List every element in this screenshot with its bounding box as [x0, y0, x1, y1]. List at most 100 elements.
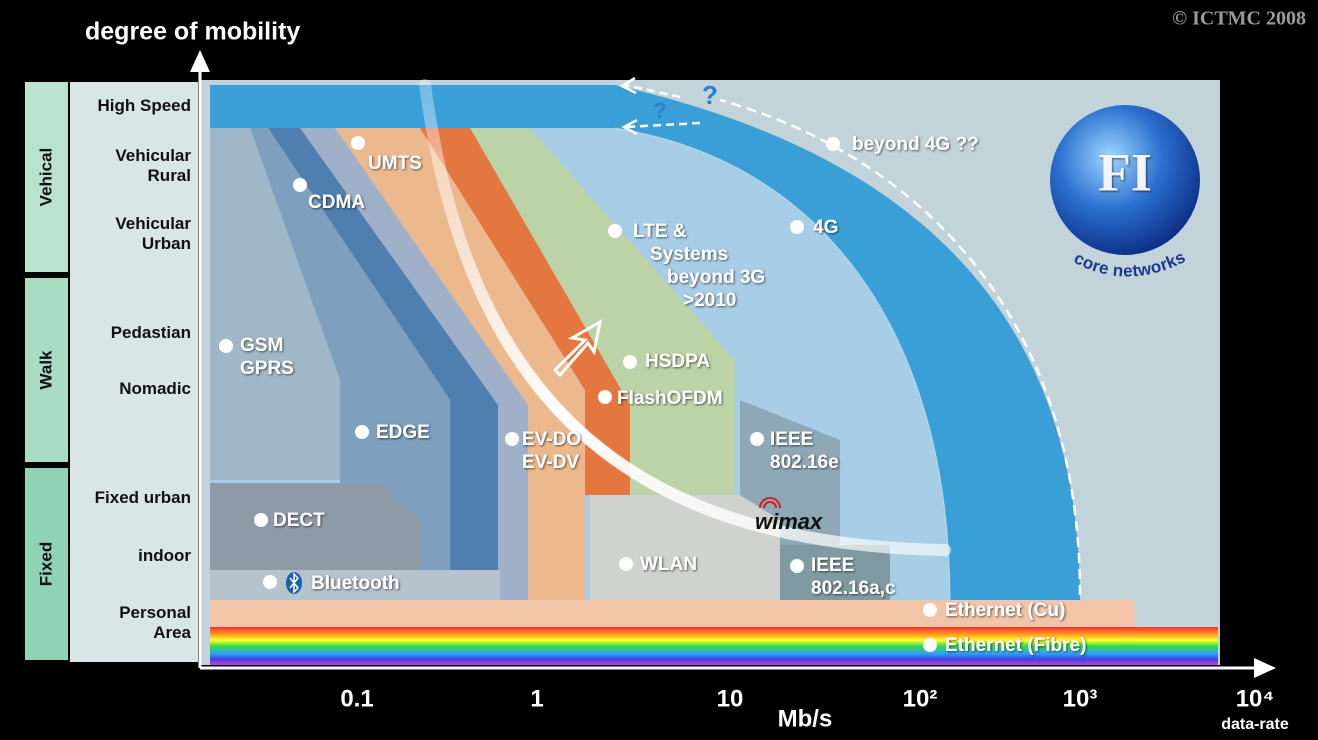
question-mark: ?	[653, 98, 666, 123]
logo-letters: FI	[1098, 142, 1152, 202]
tech-label: WLAN	[640, 554, 697, 575]
level-label: indoor	[138, 546, 191, 565]
tech-dot	[826, 137, 840, 151]
level-line: Urban	[142, 234, 191, 253]
x-tick-label: 1	[530, 685, 543, 712]
tech-label: HSDPA	[645, 351, 710, 372]
y-arrow	[190, 50, 210, 72]
tech-line: GSM	[240, 335, 283, 356]
tech-label: UMTS	[368, 153, 422, 174]
tech-dot	[351, 136, 365, 150]
tech-label: beyond 4G ??	[852, 134, 979, 155]
tech-line: UMTS	[368, 153, 422, 174]
x-unit: Mb/s	[778, 705, 833, 732]
group-label: Fixed	[36, 542, 55, 586]
tech-label: EV-DO EV-DV	[522, 429, 581, 473]
tech-line: GPRS	[240, 358, 294, 379]
tech-dot	[254, 513, 268, 527]
dashed-arrow	[624, 83, 701, 129]
tech-line: CDMA	[308, 192, 365, 213]
x-tick-label: 10³	[1063, 685, 1098, 712]
tech-line: Ethernet (Fibre)	[945, 635, 1086, 656]
group-box	[25, 278, 68, 462]
tech-line: >2010	[683, 290, 736, 311]
bluetooth-rune	[289, 572, 300, 594]
logo-orb	[1050, 105, 1200, 255]
level-line: Vehicular	[115, 146, 191, 165]
level-label: Vehicular Rural	[115, 146, 191, 185]
tech-label: CDMA	[308, 192, 365, 213]
tech-line: beyond 4G ??	[852, 134, 979, 155]
tech-dot	[293, 178, 307, 192]
x-tick-label: 0.1	[340, 685, 373, 712]
tech-label: Bluetooth	[311, 573, 400, 594]
level-line: High Speed	[97, 96, 191, 115]
tech-dot	[923, 638, 937, 652]
x-arrow	[1254, 658, 1276, 678]
dynamic-layer: 0.1 1 10 10² 10³ 10⁴ Vehical High Speed Vehicula…	[36, 80, 1274, 712]
level-column	[70, 82, 198, 662]
x-axis-title: data-rate	[1221, 716, 1289, 733]
level-label: Pedastian	[111, 323, 191, 342]
x-tick-label: 10⁴	[1236, 685, 1275, 712]
tech-label: LTE & Systems beyond 3G >2010	[633, 221, 765, 311]
tech-line: IEEE	[770, 429, 813, 450]
tech-line: EDGE	[376, 422, 430, 443]
region-dect	[210, 483, 420, 570]
region-ethernet-fibre	[210, 627, 1218, 665]
level-line: Rural	[148, 166, 191, 185]
level-line: Fixed urban	[95, 488, 191, 507]
tech-line: LTE &	[633, 221, 687, 242]
y-axis-title: degree of mobility	[85, 18, 300, 46]
tech-line: 802.16e	[770, 452, 839, 473]
level-label: Nomadic	[119, 379, 191, 398]
tech-dot	[355, 425, 369, 439]
level-line: Nomadic	[119, 379, 191, 398]
group-box	[25, 82, 68, 272]
x-tick-label: 10	[717, 685, 744, 712]
tech-dot	[619, 557, 633, 571]
evolution-arc	[419, 79, 951, 556]
level-line: Pedastian	[111, 323, 191, 342]
tech-label: EDGE	[376, 422, 430, 443]
tech-line: 802.16a,c	[811, 578, 896, 599]
level-line: indoor	[138, 546, 191, 565]
tech-label: FlashOFDM	[617, 388, 723, 409]
tech-dot	[790, 220, 804, 234]
region-wlan	[590, 495, 780, 600]
tech-dot	[623, 355, 637, 369]
level-line: Personal	[119, 603, 191, 622]
tech-line: Systems	[650, 244, 728, 265]
tech-dot	[923, 603, 937, 617]
tech-line: FlashOFDM	[617, 388, 723, 409]
tech-line: 4G	[813, 217, 838, 238]
tech-label: Ethernet (Cu)	[945, 600, 1065, 621]
tech-label: Ethernet (Fibre)	[945, 635, 1086, 656]
question-mark: ?	[702, 80, 718, 110]
region-gsm	[210, 128, 340, 480]
group-label: Vehical	[36, 148, 55, 207]
group-label: Walk	[36, 350, 55, 390]
dashed-boundary	[719, 98, 1082, 596]
tech-dot	[750, 432, 764, 446]
tech-line: Ethernet (Cu)	[945, 600, 1065, 621]
x-tick-label: 10²	[903, 685, 938, 712]
copyright: © ICTMC 2008	[1172, 8, 1306, 30]
region-cdma	[268, 128, 498, 570]
tech-dot	[608, 224, 622, 238]
level-label: Personal Area	[119, 603, 191, 642]
level-label: Vehicular Urban	[115, 214, 191, 253]
tech-line: beyond 3G	[667, 267, 765, 288]
region-edge	[250, 128, 450, 570]
tech-line: EV-DO	[522, 429, 581, 450]
hollow-arrow	[552, 319, 603, 378]
boundary	[614, 127, 951, 601]
tech-label: IEEE 802.16e	[770, 429, 839, 473]
tech-label: 4G	[813, 217, 838, 238]
region-bluetooth	[210, 570, 500, 600]
group-box	[25, 468, 68, 660]
tech-line: DECT	[273, 510, 325, 531]
wimax-logo: wimax	[755, 509, 823, 534]
tech-dot	[505, 432, 519, 446]
